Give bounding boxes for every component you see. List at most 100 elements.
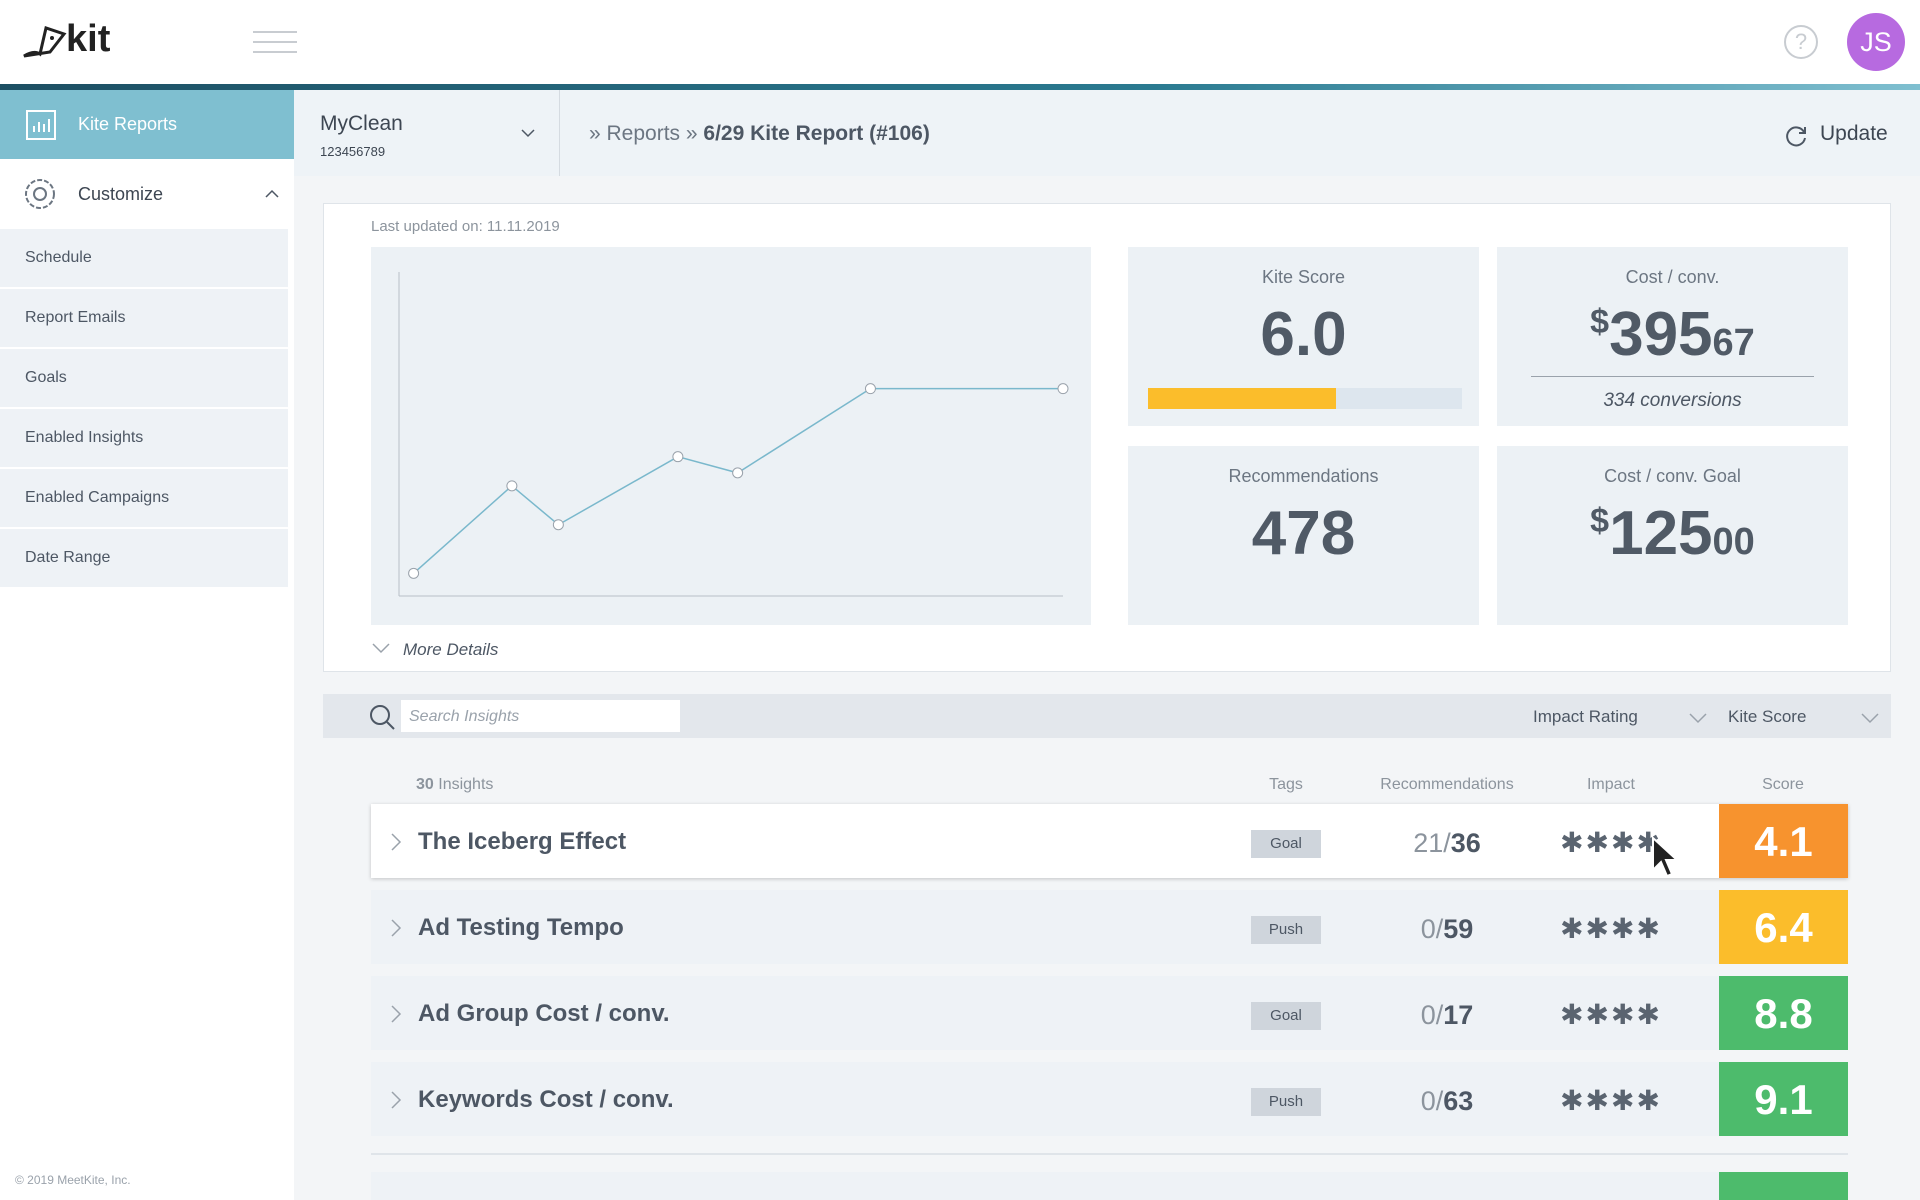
count-label: Insights: [438, 776, 494, 793]
footer: © 2019 MeetKite, Inc.: [15, 1173, 131, 1187]
header-stripe: [0, 84, 1920, 90]
metric-label: Recommendations: [1228, 466, 1379, 486]
recommendations: 21/36: [1347, 828, 1547, 859]
insight-count: 30 Insights: [416, 776, 493, 794]
score-cell: [1719, 1172, 1848, 1200]
metric-label: Kite Score: [1261, 267, 1346, 287]
insight-name: The Iceberg Effect: [418, 828, 627, 855]
top-bar: MyClean 123456789 » Reports » 6/29 Kite …: [294, 90, 1920, 176]
done: 21: [1413, 828, 1444, 858]
avatar[interactable]: JS: [1847, 13, 1905, 71]
insight-row[interactable]: Keywords Cost / conv. Push 0/63 ✱✱✱✱ 9.1: [371, 1062, 1848, 1136]
expand-icon: [391, 1091, 402, 1109]
point: [1057, 383, 1069, 395]
cursor: [1652, 836, 1680, 878]
total: 63: [1443, 1086, 1474, 1116]
expand-icon: [372, 643, 390, 654]
nav-item[interactable]: Schedule: [0, 229, 288, 288]
impact-rating: ✱✱✱✱: [1560, 826, 1662, 859]
tag: Push: [1251, 916, 1321, 944]
currency: $: [1590, 502, 1610, 540]
point: [864, 383, 876, 395]
score-cell: 6.4: [1719, 890, 1848, 964]
search-bar: Search Insights Impact Rating Kite Score: [323, 694, 1891, 738]
metric-note: 334 conversions: [1603, 390, 1742, 411]
header: kit ? JS: [0, 0, 1920, 84]
count: 30: [416, 776, 434, 793]
nav-item[interactable]: Report Emails: [0, 289, 288, 348]
chart-panel: [371, 247, 1091, 625]
metric-card: Recommendations 478: [1128, 446, 1479, 625]
score: 8.8: [1754, 990, 1813, 1037]
chart: [398, 272, 1069, 597]
divider: [371, 1153, 1848, 1155]
score: 4.1: [1754, 818, 1813, 865]
recommendations: 0/59: [1347, 914, 1547, 945]
score-cell: 4.1: [1719, 804, 1848, 878]
dropdown-icon: [1861, 713, 1879, 724]
total: 36: [1450, 828, 1481, 858]
score-cell: 9.1: [1719, 1062, 1848, 1136]
nav-item[interactable]: Date Range: [0, 529, 288, 588]
total: 17: [1443, 1000, 1474, 1030]
update-label: Update: [1820, 122, 1888, 145]
account-select[interactable]: MyClean 123456789: [294, 90, 560, 176]
score: 9.1: [1754, 1076, 1813, 1123]
insight-row[interactable]: Ad Group Cost / conv. Goal 0/17 ✱✱✱✱ 8.8: [371, 976, 1848, 1050]
divider: [1531, 376, 1814, 377]
filter-dropdown[interactable]: Kite Score: [1728, 694, 1908, 738]
point: [552, 519, 564, 531]
insight-row[interactable]: Ad Testing Tempo Push 0/59 ✱✱✱✱ 6.4: [371, 890, 1848, 964]
metric-value: 478: [1251, 499, 1356, 568]
amount: 125: [1609, 499, 1713, 568]
dropdown-icon: [521, 129, 535, 138]
collapse-icon: [265, 189, 279, 198]
gear-icon: [25, 179, 55, 209]
expand-icon: [391, 1005, 402, 1023]
impact-rating: ✱✱✱✱: [1560, 912, 1662, 945]
impact-rating: ✱✱✱✱: [1560, 998, 1662, 1031]
search-input[interactable]: Search Insights: [401, 700, 680, 732]
filter-dropdown[interactable]: Impact Rating: [1533, 694, 1713, 738]
tag: Push: [1251, 1088, 1321, 1116]
nav-item[interactable]: Enabled Insights: [0, 409, 288, 468]
column-header: Recommendations: [1380, 776, 1514, 793]
insight-row[interactable]: [371, 1172, 1848, 1200]
breadcrumb-link[interactable]: » Reports »: [589, 122, 698, 145]
menu-button[interactable]: [253, 30, 297, 54]
column-header: Impact: [1586, 776, 1635, 793]
insight-name: Keywords Cost / conv.: [418, 1086, 674, 1113]
filter-label: Kite Score: [1728, 707, 1807, 726]
metric-label: Cost / conv. Goal: [1604, 466, 1741, 486]
dropdown-icon: [1689, 713, 1707, 724]
insight-name: Ad Group Cost / conv.: [418, 1000, 670, 1027]
filter-label: Impact Rating: [1533, 707, 1638, 726]
nav-active[interactable]: Kite Reports: [0, 90, 294, 159]
logo: kit: [66, 18, 111, 60]
metric-card: Cost / conv. $39567 334 conversions: [1497, 247, 1848, 426]
recommendations: 0/17: [1347, 1000, 1547, 1031]
search-icon: [370, 705, 395, 730]
breadcrumb: » Reports » 6/29 Kite Report (#106): [589, 122, 930, 146]
done: 0: [1420, 1086, 1436, 1116]
last-updated: Last updated on: 11.11.2019: [371, 218, 560, 235]
account-name: MyClean: [320, 112, 403, 135]
cents: 00: [1712, 521, 1755, 563]
help-button[interactable]: ?: [1784, 25, 1818, 59]
nav-section[interactable]: Customize: [0, 159, 294, 229]
insight-row[interactable]: The Iceberg Effect Goal 21/36 ✱✱✱✱ 4.1: [371, 804, 1848, 878]
expand-icon: [391, 919, 402, 937]
more-details-label: More Details: [403, 640, 499, 659]
score: 6.4: [1754, 904, 1813, 951]
nav-item[interactable]: Enabled Campaigns: [0, 469, 288, 528]
separator: /: [1435, 914, 1444, 944]
separator: /: [1435, 1086, 1444, 1116]
impact-rating: ✱✱✱✱: [1560, 1084, 1662, 1117]
point: [506, 480, 518, 492]
metric-value: $12500: [1497, 498, 1848, 569]
breadcrumb-current: 6/29 Kite Report (#106): [703, 122, 930, 145]
refresh-icon: [1786, 126, 1806, 147]
point: [672, 451, 684, 463]
nav-item[interactable]: Goals: [0, 349, 288, 408]
